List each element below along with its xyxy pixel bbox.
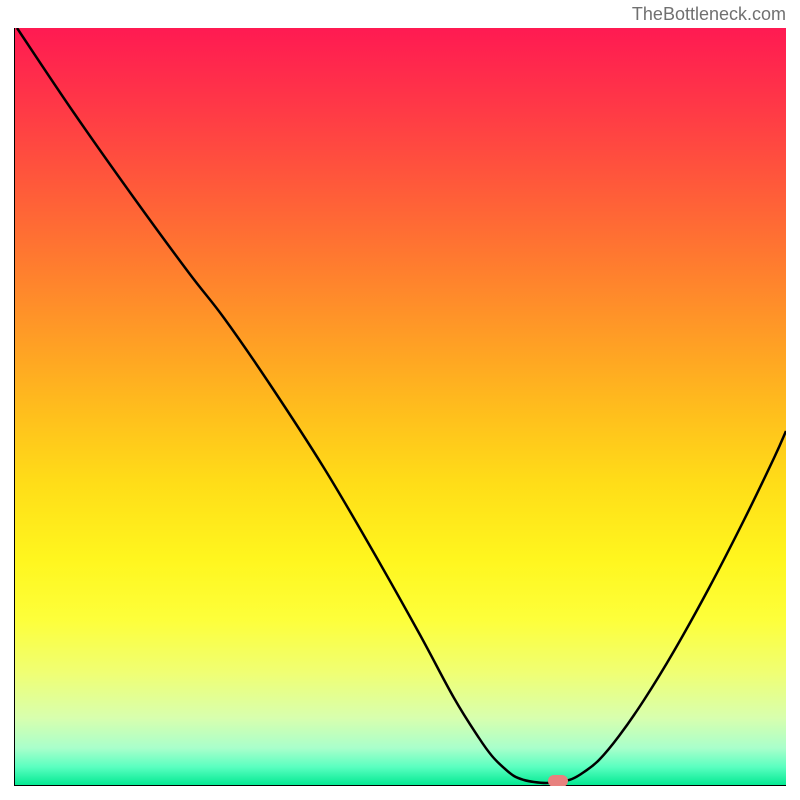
- watermark-text: TheBottleneck.com: [632, 4, 786, 25]
- plot-svg: [14, 28, 786, 786]
- chart-container: TheBottleneck.com: [0, 0, 800, 800]
- optimal-marker: [548, 775, 568, 786]
- gradient-background: [14, 28, 786, 786]
